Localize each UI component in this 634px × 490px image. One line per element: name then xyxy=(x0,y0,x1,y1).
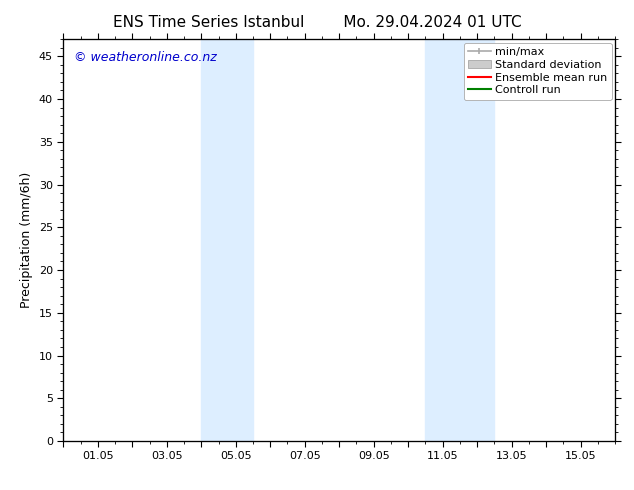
Text: © weatheronline.co.nz: © weatheronline.co.nz xyxy=(74,51,217,64)
Text: ENS Time Series Istanbul        Mo. 29.04.2024 01 UTC: ENS Time Series Istanbul Mo. 29.04.2024 … xyxy=(113,15,521,30)
Bar xyxy=(202,39,253,441)
Legend: min/max, Standard deviation, Ensemble mean run, Controll run: min/max, Standard deviation, Ensemble me… xyxy=(464,43,612,100)
Bar xyxy=(425,39,495,441)
Y-axis label: Precipitation (mm/6h): Precipitation (mm/6h) xyxy=(20,172,34,308)
